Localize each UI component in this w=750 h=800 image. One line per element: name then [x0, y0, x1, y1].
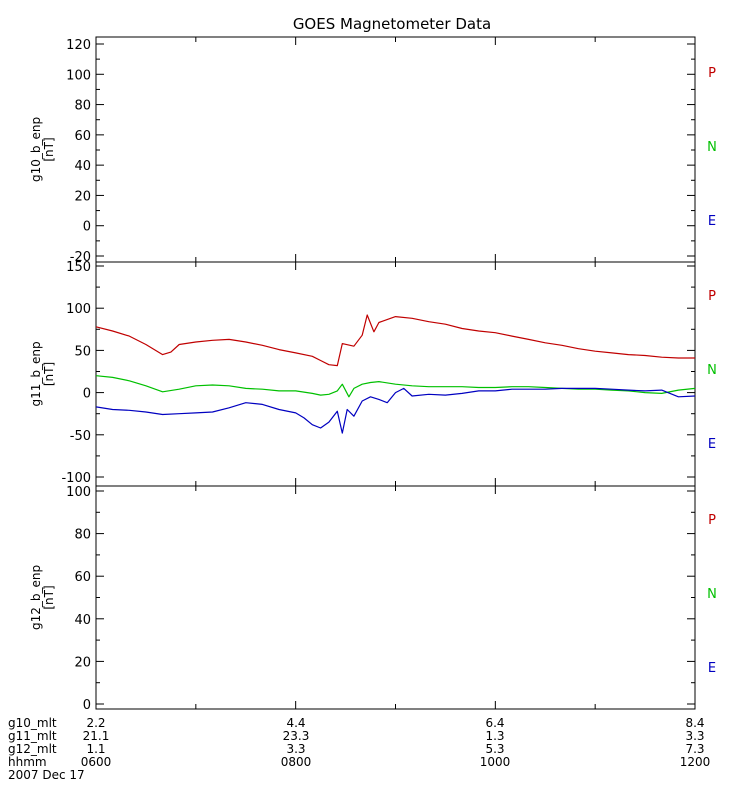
y-tick-label: 100 — [66, 485, 91, 500]
component-tag-P: P — [708, 289, 716, 304]
footer-row-label: g12_mlt — [8, 742, 57, 756]
panel-frame — [95, 36, 696, 263]
footer-value: 3.3 — [286, 742, 305, 756]
panel-g12_b_enp: 0 20 40 60 80 100 g12_b_enp [nT] P N E — [29, 485, 717, 713]
y-tick-label: 0 — [83, 220, 91, 235]
footer-value: 6.4 — [485, 716, 504, 730]
footer-value: 21.1 — [83, 729, 110, 743]
series-line-E — [95, 387, 696, 434]
footer-table: g10_mlt 2.2 4.4 6.4 8.4 g11_mlt 21.1 23.3 1.3 3.3… — [8, 716, 710, 782]
y-tick-label: 60 — [74, 129, 91, 144]
footer-value: 0600 — [81, 755, 112, 769]
footer-row-label: hhmm — [8, 755, 47, 769]
y-tick-label: 80 — [74, 528, 91, 543]
y-tick-label: 100 — [66, 68, 91, 83]
footer-value: 23.3 — [283, 729, 310, 743]
chart-title: GOES Magnetometer Data — [293, 15, 491, 33]
y-tick-label: 80 — [74, 99, 91, 114]
component-tag-P: P — [708, 66, 716, 81]
panel-g11_b_enp: -100 -50 0 50 100 150 g11_b_enp [nT] P N E — [29, 260, 717, 487]
footer-row-label: g11_mlt — [8, 729, 57, 743]
y-tick-label: 100 — [66, 302, 91, 317]
component-tag-N: N — [707, 587, 717, 602]
footer-value: 0800 — [281, 755, 312, 769]
footer-value: 1200 — [680, 755, 711, 769]
component-tag-N: N — [707, 363, 717, 378]
y-tick-label: 40 — [74, 159, 91, 174]
y-axis-label: g11_b_enp — [29, 341, 43, 406]
footer-value: 7.3 — [685, 742, 704, 756]
series-line-N — [95, 375, 696, 398]
component-tag-N: N — [707, 140, 717, 155]
y-tick-label: -100 — [61, 471, 91, 486]
y-axis-label: g12_b_enp — [29, 565, 43, 630]
component-tag-E: E — [708, 437, 716, 452]
series-line-P — [95, 314, 695, 367]
y-tick-label: -20 — [70, 250, 91, 265]
y-axis-unit: [nT] — [42, 362, 56, 386]
component-tag-E: E — [708, 214, 716, 229]
y-axis-unit: [nT] — [42, 585, 56, 609]
y-tick-label: 40 — [74, 613, 91, 628]
y-tick-label: 20 — [74, 655, 91, 670]
footer-value: 2.2 — [86, 716, 105, 730]
y-axis-unit: [nT] — [42, 137, 56, 161]
y-tick-label: 120 — [66, 38, 91, 53]
panel-frame — [95, 261, 696, 487]
y-tick-label: 0 — [83, 698, 91, 713]
footer-row-label: g10_mlt — [8, 716, 57, 730]
component-tag-E: E — [708, 661, 716, 676]
component-tag-P: P — [708, 513, 716, 528]
footer-date: 2007 Dec 17 — [8, 768, 85, 782]
footer-value: 3.3 — [685, 729, 704, 743]
y-tick-label: 20 — [74, 189, 91, 204]
y-tick-label: -50 — [70, 429, 91, 444]
y-tick-label: 50 — [74, 344, 91, 359]
y-tick-label: 150 — [66, 260, 91, 275]
footer-value: 1.1 — [86, 742, 105, 756]
y-tick-label: 0 — [83, 387, 91, 402]
y-axis-label: g10_b_enp — [29, 117, 43, 182]
footer-value: 1.3 — [485, 729, 504, 743]
y-tick-label: 60 — [74, 570, 91, 585]
footer-value: 1000 — [480, 755, 511, 769]
footer-value: 5.3 — [485, 742, 504, 756]
panel-g10_b_enp: -20 0 20 40 60 80 100 120 g10_b_enp [nT] P N E — [29, 36, 717, 265]
footer-value: 8.4 — [685, 716, 704, 730]
panel-frame — [95, 485, 696, 710]
footer-value: 4.4 — [286, 716, 305, 730]
